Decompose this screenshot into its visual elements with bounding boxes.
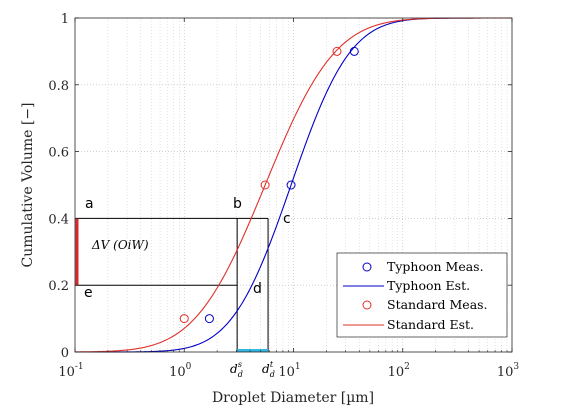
- point-typhoon-meas-: [204, 314, 214, 324]
- legend-typhoon-meas-label: Typhoon Meas.: [387, 259, 484, 274]
- y-tick-label: 1: [61, 12, 69, 27]
- x-tick-label: 103: [497, 362, 520, 380]
- annotation-ds: dds: [230, 360, 243, 379]
- legend-typhoon-est-label: Typhoon Est.: [387, 278, 470, 293]
- legend-typhoon-meas-marker: [362, 262, 372, 272]
- annotation-dt: ddt: [262, 360, 275, 379]
- x-tick-label: 100: [169, 362, 192, 380]
- guide-lines: [75, 217, 269, 352]
- point-standard-meas-: [179, 314, 189, 324]
- legend-standard-meas-label: Standard Meas.: [387, 297, 488, 312]
- y-tick-label: 0.8: [48, 79, 69, 94]
- point-typhoon-meas-: [349, 46, 359, 56]
- annotation-c: c: [283, 211, 291, 227]
- legend: Typhoon Meas. Typhoon Est. Standard Meas…: [336, 252, 508, 338]
- annotation-d: d: [253, 281, 262, 297]
- x-axis-label: Droplet Diameter [µm]: [212, 390, 374, 406]
- y-tick-label: 0.2: [48, 279, 69, 294]
- axes: 10-1 100 101 102 103 0 0.2 0.4 0.6 0.8 1: [48, 12, 519, 380]
- x-tick-label: 101: [278, 362, 300, 380]
- y-tick-label: 0.6: [48, 146, 69, 161]
- y-axis-label: Cumulative Volume [−]: [20, 102, 36, 267]
- point-standard-meas-: [332, 46, 342, 56]
- x-tick-label: 10-1: [58, 362, 83, 380]
- legend-standard-meas-marker: [362, 300, 372, 310]
- y-tick-label: 0.4: [48, 212, 69, 227]
- annotation-b: b: [233, 196, 242, 212]
- legend-standard-est-label: Standard Est.: [387, 317, 474, 332]
- annotation-e: e: [84, 285, 93, 301]
- point-typhoon-meas-: [286, 180, 296, 190]
- point-standard-meas-: [260, 180, 270, 190]
- annotation-a: a: [85, 196, 94, 212]
- legend-box: [336, 252, 508, 338]
- annotation-delta-v: ΔV (OiW): [91, 238, 149, 252]
- markers: [179, 46, 359, 324]
- x-tick-label: 102: [388, 362, 410, 380]
- y-tick-label: 0: [61, 346, 69, 361]
